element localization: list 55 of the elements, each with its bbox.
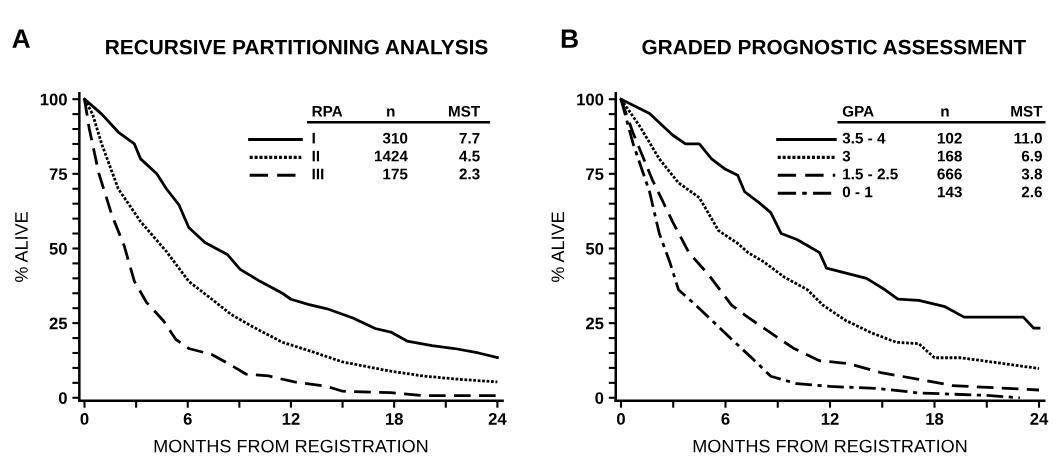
- legend-label: 3: [842, 150, 851, 162]
- annotation: MST: [448, 105, 481, 117]
- x-axis-title: MONTHS FROM REGISTRATION: [154, 439, 428, 453]
- annotation: 666: [937, 168, 962, 180]
- x-tick-label: 12: [282, 413, 300, 425]
- annotation: 11.0: [1014, 132, 1042, 144]
- annotation: 310: [382, 132, 408, 144]
- x-tick-label: 6: [721, 413, 730, 425]
- annotation: 2.6: [1021, 186, 1042, 198]
- legend-label: I: [312, 132, 315, 144]
- x-axis-title: MONTHS FROM REGISTRATION: [693, 439, 967, 453]
- y-axis-title: % ALIVE: [15, 212, 28, 282]
- annotation: MST: [1011, 105, 1043, 117]
- annotation: 3.8: [1021, 168, 1043, 180]
- legend-title: GPA: [842, 105, 874, 117]
- chart-title: RECURSIVE PARTITIONING ANALYSIS: [106, 39, 488, 55]
- legend-label: III: [312, 168, 324, 180]
- y-tick-label: 0: [58, 392, 67, 404]
- x-tick-label: 18: [926, 413, 944, 425]
- annotation: 6.9: [1021, 150, 1042, 162]
- x-tick-label: 0: [617, 413, 625, 425]
- y-tick-label: 25: [49, 317, 68, 330]
- text: B: [561, 29, 578, 48]
- y-tick-label: 75: [586, 168, 604, 181]
- y-tick-label: 50: [49, 242, 67, 255]
- annotation: 102: [937, 132, 962, 144]
- legend-label: II: [312, 150, 320, 162]
- y-tick-label: 50: [585, 242, 604, 255]
- annotation: 2.3: [459, 168, 480, 180]
- legend-label: 3.5 - 4: [842, 132, 886, 144]
- y-tick-label: 0: [595, 392, 604, 404]
- x-tick-label: 18: [385, 413, 403, 425]
- x-tick-label: 6: [183, 413, 192, 425]
- annotation: 7.7: [459, 132, 480, 144]
- legend-label: 0 - 1: [842, 186, 873, 198]
- annotation: 4.5: [459, 150, 480, 162]
- legend-title: RPA: [312, 106, 343, 117]
- annotation: 168: [937, 150, 962, 162]
- y-tick-label: 25: [585, 317, 604, 330]
- annotation: 175: [383, 168, 408, 180]
- y-tick-label: 100: [40, 93, 67, 106]
- y-tick-label: 100: [577, 93, 604, 106]
- annotation: n: [941, 108, 949, 117]
- x-tick-label: 0: [80, 413, 89, 425]
- legend-label: 1.5 - 2.5: [843, 168, 898, 180]
- x-tick-label: 12: [821, 413, 839, 425]
- annotation: 143: [937, 186, 962, 198]
- x-tick-label: 24: [488, 413, 507, 425]
- y-tick-label: 75: [49, 168, 68, 181]
- y-axis-title: % ALIVE: [551, 212, 565, 282]
- x-tick-label: 24: [1030, 413, 1049, 425]
- text: A: [12, 29, 30, 48]
- chart-title: GRADED PROGNOSTIC ASSESSMENT: [642, 39, 1026, 55]
- annotation: 1424: [374, 150, 408, 162]
- annotation: n: [387, 108, 395, 117]
